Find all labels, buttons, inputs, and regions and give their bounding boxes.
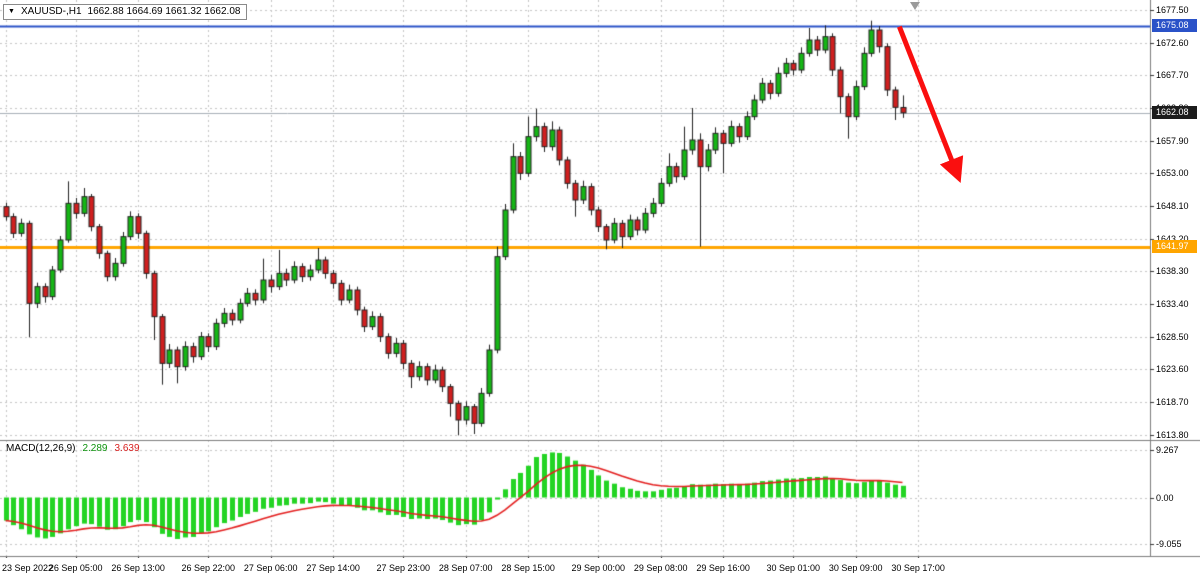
support-line-price-tag: 1641.97 bbox=[1152, 240, 1197, 253]
price-tick-label: 1633.40 bbox=[1156, 299, 1189, 309]
time-axis-label: 30 Sep 01:00 bbox=[766, 563, 821, 573]
macd-name: MACD(12,26,9) bbox=[6, 443, 76, 454]
macd-indicator-label: MACD(12,26,9) 2.289 3.639 bbox=[6, 443, 140, 454]
time-axis[interactable]: 23 Sep 2022 26 Sep 05:00 26 Sep 13:00 26 Se… bbox=[0, 558, 1200, 580]
ohlc-readout: 1662.88 1664.69 1661.32 1662.08 bbox=[87, 6, 241, 17]
resistance-line-price-tag: 1675.08 bbox=[1152, 19, 1197, 32]
macd-main-value: 2.289 bbox=[82, 443, 108, 454]
price-tick-label: 1628.50 bbox=[1156, 332, 1189, 342]
time-axis-label: 26 Sep 22:00 bbox=[181, 563, 236, 573]
price-tick-label: 1638.30 bbox=[1156, 266, 1189, 276]
time-axis-label: 29 Sep 00:00 bbox=[571, 563, 626, 573]
symbol-period-label: XAUUSD-,H1 bbox=[20, 6, 82, 17]
price-tick-label: 1618.70 bbox=[1156, 397, 1189, 407]
time-axis-label: 30 Sep 17:00 bbox=[891, 563, 945, 573]
time-axis-label: 27 Sep 23:00 bbox=[376, 563, 431, 573]
macd-signal-value: 3.639 bbox=[114, 443, 140, 454]
price-tick-label: 1677.50 bbox=[1156, 5, 1189, 15]
time-axis-label: 28 Sep 07:00 bbox=[438, 563, 493, 573]
price-axis[interactable]: 1677.501672.601667.701662.801657.901653.… bbox=[1151, 0, 1200, 557]
time-axis-label: 29 Sep 16:00 bbox=[696, 563, 750, 573]
price-tick-label: 1613.80 bbox=[1156, 430, 1189, 440]
macd-tick-label: 9.267 bbox=[1156, 445, 1179, 455]
price-tick-label: 1623.60 bbox=[1156, 364, 1189, 374]
time-axis-label: 30 Sep 09:00 bbox=[828, 563, 883, 573]
price-tick-label: 1643.20 bbox=[1156, 234, 1189, 244]
price-tick-label: 1653.00 bbox=[1156, 168, 1189, 178]
time-axis-label: 26 Sep 13:00 bbox=[111, 563, 165, 573]
bid-price-line-price-tag: 1662.08 bbox=[1152, 106, 1197, 119]
price-tick-label: 1672.60 bbox=[1156, 38, 1189, 48]
time-axis-label: 27 Sep 14:00 bbox=[306, 563, 360, 573]
price-tick-label: 1657.90 bbox=[1156, 136, 1189, 146]
symbol-title[interactable]: ▼ XAUUSD-,H1 1662.88 1664.69 1661.32 166… bbox=[3, 4, 248, 20]
symbol-dropdown-icon[interactable]: ▼ bbox=[8, 8, 15, 15]
price-tick-label: 1648.10 bbox=[1156, 201, 1189, 211]
time-axis-label: 26 Sep 05:00 bbox=[48, 563, 103, 573]
macd-tick-label: -9.055 bbox=[1156, 539, 1182, 549]
time-axis-label: 29 Sep 08:00 bbox=[633, 563, 688, 573]
chart-shift-marker[interactable] bbox=[910, 2, 920, 10]
time-axis-label: 27 Sep 06:00 bbox=[243, 563, 298, 573]
macd-tick-label: 0.00 bbox=[1156, 493, 1174, 503]
time-axis-label: 23 Sep 2022 bbox=[2, 563, 54, 573]
price-tick-label: 1667.70 bbox=[1156, 70, 1189, 80]
time-axis-label: 28 Sep 15:00 bbox=[501, 563, 555, 573]
